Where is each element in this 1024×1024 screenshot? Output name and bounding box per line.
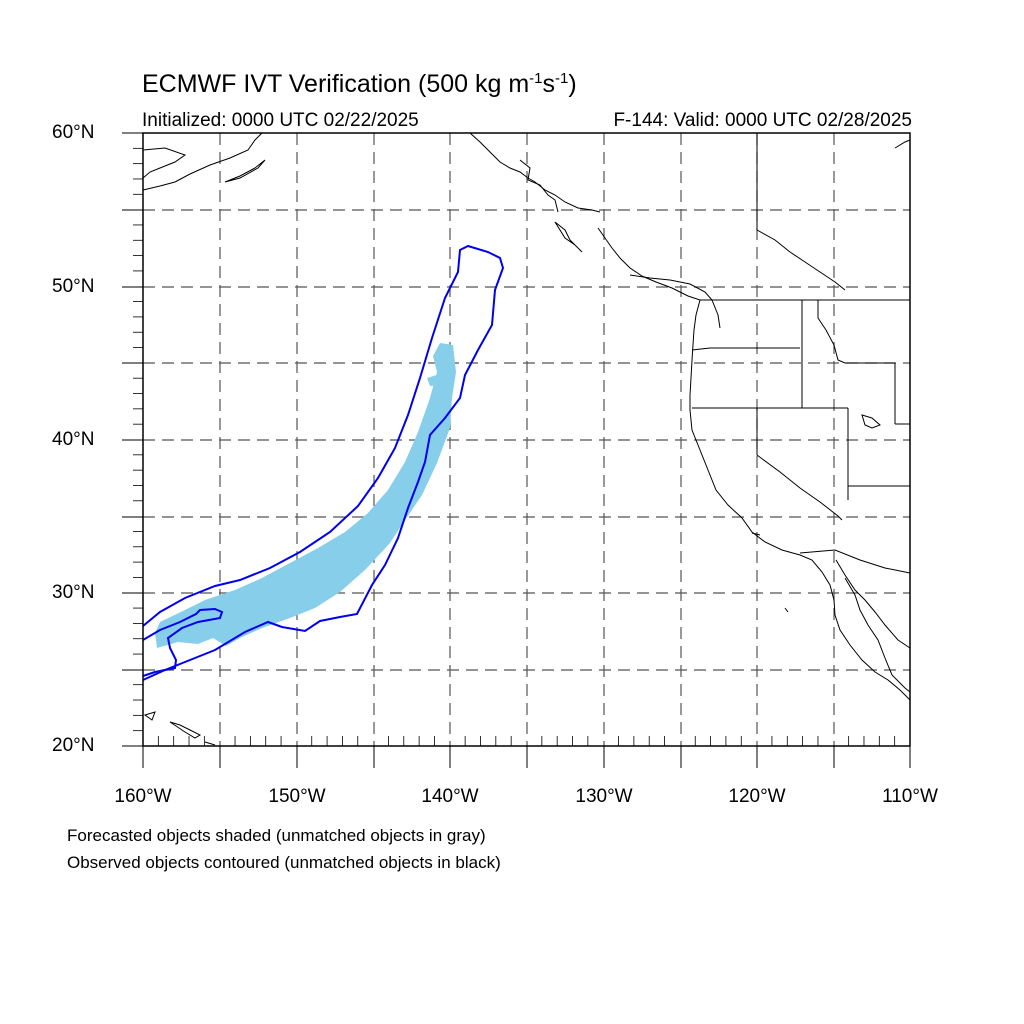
minor-ticks: [133, 147, 896, 746]
observed-legend-note: Observed objects contoured (unmatched ob…: [67, 853, 501, 872]
lon-label-140w: 140°W: [421, 786, 479, 807]
valid-time-label: F-144: Valid: 0000 UTC 02/28/2025: [613, 110, 912, 131]
chart-title: ECMWF IVT Verification (500 kg m-1s-1): [142, 70, 577, 98]
forecast-legend-note: Forecasted objects shaded (unmatched obj…: [67, 826, 486, 845]
political-boundaries: [691, 133, 911, 574]
lat-label-30n: 30°N: [52, 582, 95, 603]
lon-label-110w: 110°W: [882, 786, 938, 807]
forecast-object-shaded: [427, 372, 448, 386]
coastlines: [142, 132, 911, 746]
lat-label-60n: 60°N: [52, 122, 95, 143]
lon-label-130w: 130°W: [575, 786, 633, 807]
observed-object-contour: [142, 607, 224, 677]
graticule: [143, 133, 910, 746]
lat-label-50n: 50°N: [52, 276, 95, 297]
lon-label-150w: 150°W: [268, 786, 326, 807]
lat-label-20n: 20°N: [52, 735, 95, 756]
observed-object-contour: [142, 244, 505, 681]
axis-ticks: [122, 132, 911, 768]
initialized-label: Initialized: 0000 UTC 02/22/2025: [142, 110, 419, 131]
lon-label-120w: 120°W: [728, 786, 786, 807]
forecast-object-shaded: [155, 343, 456, 648]
lon-label-160w: 160°W: [114, 786, 172, 807]
lat-label-40n: 40°N: [52, 429, 95, 450]
